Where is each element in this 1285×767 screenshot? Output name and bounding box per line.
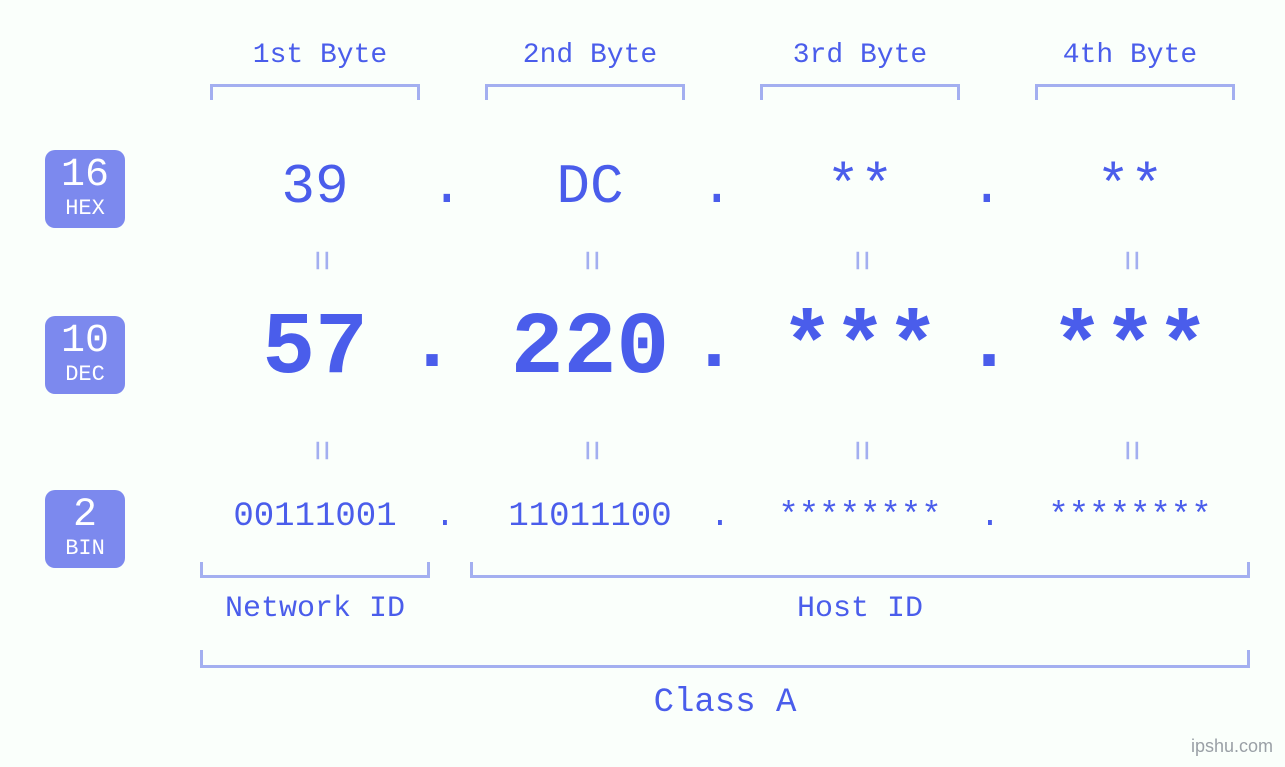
bracket-byte-1 <box>210 84 420 100</box>
eq-dec-bin-3: = <box>840 421 881 481</box>
hex-byte-4: ** <box>1020 155 1240 219</box>
byte-header-2: 2nd Byte <box>480 40 700 71</box>
badge-hex-num: 16 <box>45 156 125 196</box>
bin-dot-1: . <box>430 498 460 536</box>
dec-dot-1: . <box>408 300 438 391</box>
watermark: ipshu.com <box>1191 736 1273 757</box>
label-network-id: Network ID <box>200 592 430 626</box>
badge-hex-label: HEX <box>45 198 125 220</box>
hex-byte-2: DC <box>480 155 700 219</box>
bin-byte-1: 00111001 <box>185 498 445 536</box>
bin-byte-4: ******** <box>1000 498 1260 536</box>
eq-dec-bin-4: = <box>1110 421 1151 481</box>
dec-dot-2: . <box>690 300 720 391</box>
hex-dot-3: . <box>970 155 1000 219</box>
bin-byte-2: 11011100 <box>460 498 720 536</box>
eq-dec-bin-1: = <box>300 421 341 481</box>
dec-byte-2: 220 <box>460 300 720 399</box>
badge-bin-label: BIN <box>45 538 125 560</box>
badge-dec-num: 10 <box>45 322 125 362</box>
byte-header-3: 3rd Byte <box>750 40 970 71</box>
bracket-network-id <box>200 562 430 578</box>
badge-hex: 16 HEX <box>45 150 125 228</box>
eq-hex-dec-3: = <box>840 231 881 291</box>
byte-header-1: 1st Byte <box>210 40 430 71</box>
dec-dot-3: . <box>965 300 995 391</box>
badge-bin-num: 2 <box>45 496 125 536</box>
eq-hex-dec-2: = <box>570 231 611 291</box>
byte-header-4: 4th Byte <box>1020 40 1240 71</box>
hex-byte-1: 39 <box>205 155 425 219</box>
label-host-id: Host ID <box>470 592 1250 626</box>
hex-byte-3: ** <box>750 155 970 219</box>
hex-dot-1: . <box>430 155 460 219</box>
bracket-host-id <box>470 562 1250 578</box>
label-class: Class A <box>200 684 1250 722</box>
eq-hex-dec-1: = <box>300 231 341 291</box>
bracket-byte-3 <box>760 84 960 100</box>
dec-byte-4: *** <box>1000 300 1260 399</box>
hex-dot-2: . <box>700 155 730 219</box>
dec-byte-3: *** <box>730 300 990 399</box>
bracket-class <box>200 650 1250 668</box>
eq-hex-dec-4: = <box>1110 231 1151 291</box>
badge-dec: 10 DEC <box>45 316 125 394</box>
bin-byte-3: ******** <box>730 498 990 536</box>
badge-dec-label: DEC <box>45 364 125 386</box>
bracket-byte-2 <box>485 84 685 100</box>
eq-dec-bin-2: = <box>570 421 611 481</box>
dec-byte-1: 57 <box>185 300 445 399</box>
badge-bin: 2 BIN <box>45 490 125 568</box>
bracket-byte-4 <box>1035 84 1235 100</box>
